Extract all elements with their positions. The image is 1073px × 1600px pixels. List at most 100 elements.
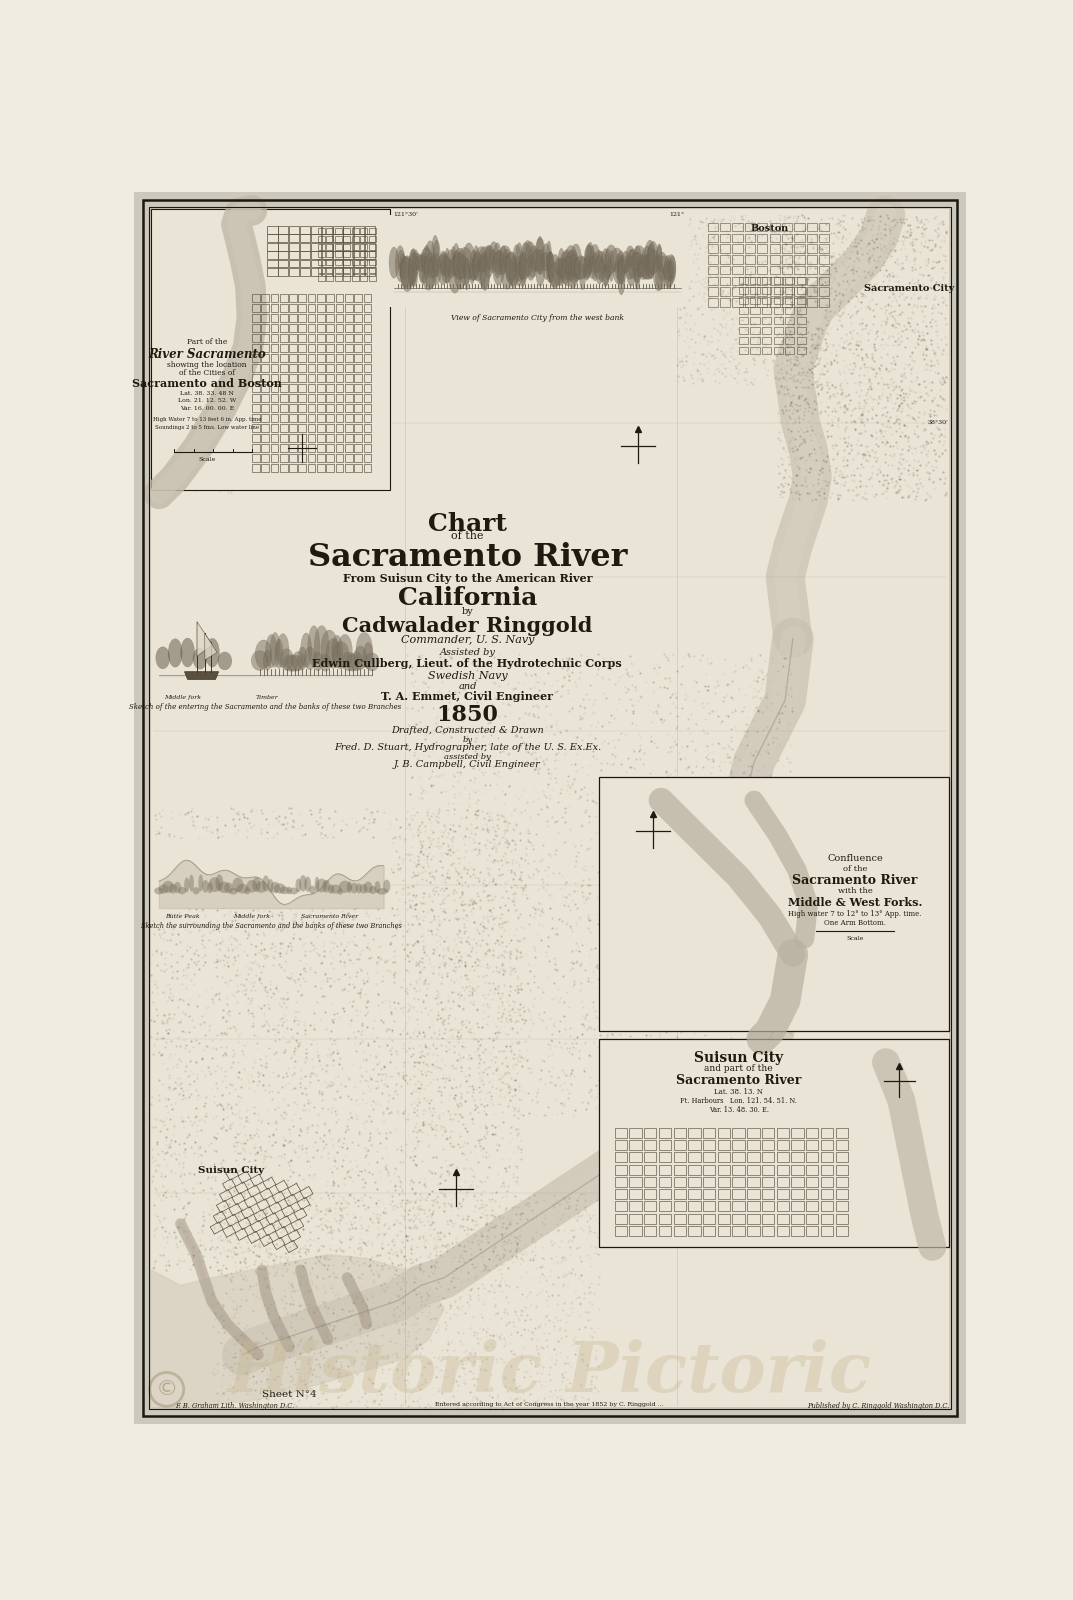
Bar	[352, 274, 358, 280]
Bar	[364, 454, 371, 462]
Bar	[630, 1214, 642, 1224]
Bar	[354, 403, 362, 413]
Bar	[720, 245, 730, 253]
Bar	[260, 1187, 273, 1200]
Bar	[344, 334, 353, 342]
Bar	[261, 414, 269, 422]
Bar	[785, 347, 794, 355]
Bar	[311, 226, 321, 234]
Bar	[703, 1202, 716, 1211]
Bar	[750, 307, 760, 315]
Ellipse shape	[279, 886, 290, 894]
Text: showing the location: showing the location	[167, 360, 247, 368]
Bar	[785, 307, 794, 315]
Ellipse shape	[470, 250, 477, 280]
Ellipse shape	[399, 261, 409, 280]
Bar	[364, 363, 371, 373]
Ellipse shape	[300, 634, 312, 667]
Text: and part of the: and part of the	[704, 1064, 773, 1074]
Bar	[733, 1189, 745, 1198]
Bar	[335, 251, 342, 258]
Ellipse shape	[526, 242, 535, 267]
Bar	[308, 374, 315, 382]
Ellipse shape	[347, 882, 352, 893]
Bar	[785, 286, 794, 294]
Ellipse shape	[628, 250, 637, 278]
Bar	[365, 269, 376, 275]
Bar	[343, 229, 351, 234]
Bar	[703, 1214, 716, 1224]
Ellipse shape	[543, 253, 548, 270]
Ellipse shape	[642, 246, 653, 272]
Bar	[318, 243, 325, 250]
Bar	[659, 1226, 672, 1237]
Ellipse shape	[590, 245, 600, 274]
Bar	[326, 314, 334, 322]
Ellipse shape	[529, 246, 539, 272]
Bar	[738, 326, 748, 334]
Ellipse shape	[364, 643, 373, 669]
Bar	[289, 226, 299, 234]
Bar	[797, 326, 806, 334]
Bar	[369, 267, 376, 274]
Bar	[335, 259, 342, 266]
Bar	[354, 374, 362, 382]
Bar	[253, 1210, 266, 1222]
Bar	[365, 251, 376, 259]
Bar	[326, 443, 334, 453]
Bar	[245, 1195, 258, 1208]
Bar	[261, 344, 269, 352]
Bar	[707, 266, 718, 274]
Bar	[298, 443, 306, 453]
Bar	[250, 1174, 264, 1187]
Bar	[352, 243, 358, 250]
Ellipse shape	[574, 256, 588, 280]
Bar	[797, 277, 806, 285]
Ellipse shape	[584, 264, 590, 280]
Ellipse shape	[599, 259, 605, 282]
Bar	[836, 1165, 848, 1174]
Bar	[733, 288, 743, 296]
Bar	[836, 1139, 848, 1150]
Bar	[354, 424, 362, 432]
Bar	[256, 1198, 269, 1211]
Ellipse shape	[608, 251, 614, 282]
Bar	[252, 443, 260, 453]
Bar	[289, 414, 297, 422]
Bar	[688, 1128, 701, 1138]
Bar	[289, 403, 297, 413]
Ellipse shape	[270, 632, 280, 667]
Text: by: by	[461, 606, 473, 616]
Bar	[336, 323, 343, 333]
Bar	[270, 424, 278, 432]
Bar	[758, 254, 767, 264]
Ellipse shape	[542, 243, 552, 280]
Ellipse shape	[356, 632, 372, 667]
Bar	[289, 363, 297, 373]
Bar	[270, 403, 278, 413]
Ellipse shape	[449, 256, 461, 293]
Bar	[308, 454, 315, 462]
Bar	[343, 259, 353, 267]
Ellipse shape	[350, 651, 363, 670]
Bar	[777, 1128, 789, 1138]
Bar	[308, 294, 315, 302]
Bar	[738, 296, 748, 304]
Bar	[289, 344, 297, 352]
Bar	[733, 1214, 745, 1224]
Text: by: by	[462, 736, 472, 744]
Bar	[745, 254, 755, 264]
Bar	[267, 226, 278, 234]
Bar	[733, 1202, 745, 1211]
Text: Part of the: Part of the	[187, 338, 227, 346]
Text: One Arm Bottom.: One Arm Bottom.	[824, 918, 886, 926]
Text: of the Cities of: of the Cities of	[179, 370, 235, 378]
Bar	[280, 434, 288, 442]
Text: Published by C. Ringgold Washington D.C.: Published by C. Ringgold Washington D.C.	[807, 1403, 950, 1411]
Bar	[289, 443, 297, 453]
Ellipse shape	[579, 256, 586, 290]
Ellipse shape	[499, 246, 511, 264]
Bar	[336, 344, 343, 352]
Bar	[298, 434, 306, 442]
Bar	[308, 394, 315, 402]
